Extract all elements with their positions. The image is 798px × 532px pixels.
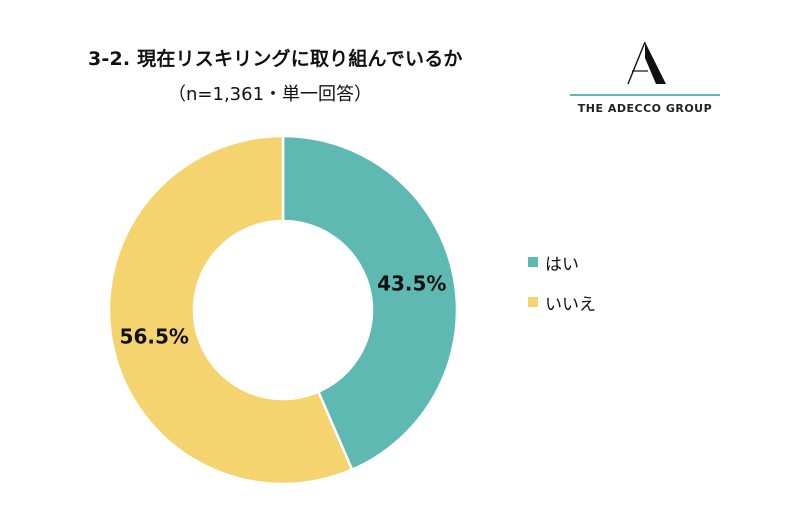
legend-item-yes: はい	[528, 250, 596, 275]
chart-legend: はい いいえ	[528, 250, 596, 330]
company-logo: THE ADECCO GROUP	[570, 40, 720, 120]
data-label-no: 56.5%	[120, 325, 189, 349]
legend-item-no: いいえ	[528, 290, 596, 315]
page-subtitle: （n=1,361・単一回答）	[168, 84, 373, 105]
adecco-a-logo-icon	[627, 41, 666, 85]
legend-label-no: いいえ	[545, 294, 596, 315]
logo-text: THE ADECCO GROUP	[577, 102, 713, 115]
legend-label-yes: はい	[545, 254, 579, 275]
legend-swatch-no	[528, 297, 538, 307]
data-label-yes: 43.5%	[377, 271, 446, 295]
slice-no	[107, 134, 354, 486]
slice-yes	[281, 134, 459, 472]
logo-divider	[570, 94, 720, 96]
page-title: 3-2. 現在リスキリングに取り組んでいるか	[88, 48, 463, 70]
legend-swatch-yes	[528, 257, 538, 267]
